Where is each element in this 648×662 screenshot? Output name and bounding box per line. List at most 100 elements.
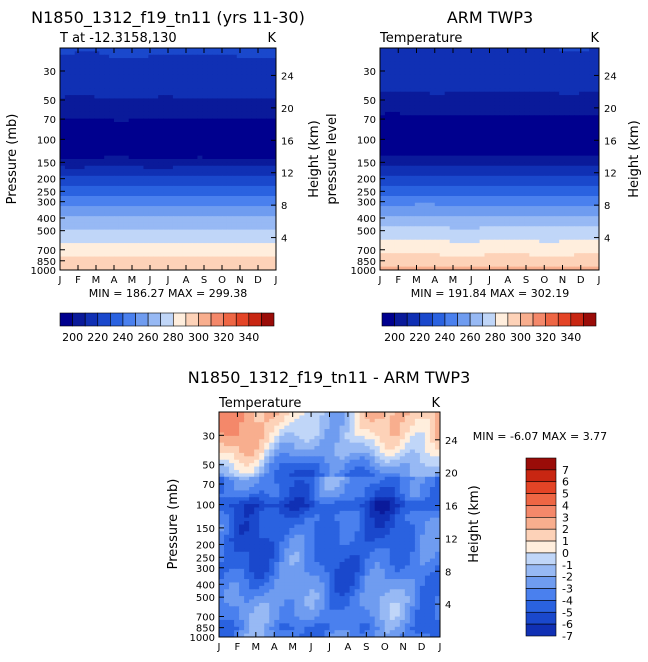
contour-cell	[524, 179, 530, 184]
contour-cell	[519, 51, 525, 56]
contour-cell	[409, 122, 416, 126]
contour-cell	[197, 148, 203, 153]
contour-cell	[182, 175, 189, 180]
contour-cell	[574, 152, 580, 157]
contour-cell	[128, 135, 135, 140]
contour-cell	[231, 249, 238, 254]
contour-cell	[217, 98, 223, 103]
contour-cell	[569, 125, 575, 130]
contour-cell	[177, 128, 184, 133]
contour-cell	[389, 105, 396, 110]
contour-cell	[207, 169, 213, 174]
contour-cell	[143, 135, 149, 140]
contour-cell	[549, 108, 555, 113]
contour-cell	[231, 118, 238, 123]
contour-cell	[202, 219, 208, 224]
contour-cell	[94, 61, 100, 66]
contour-cell	[499, 61, 506, 66]
contour-cell	[404, 165, 411, 170]
contour-cell	[584, 61, 590, 66]
contour-cell	[89, 169, 95, 174]
contour-cell	[64, 74, 71, 79]
contour-cell	[168, 155, 174, 160]
contour-cell	[182, 263, 189, 268]
contour-cell	[474, 64, 481, 69]
contour-cell	[236, 64, 243, 69]
contour-cell	[123, 115, 130, 120]
contour-cell	[74, 202, 81, 207]
contour-cell	[484, 68, 491, 73]
contour-cell	[123, 105, 130, 110]
contour-cell	[133, 206, 140, 211]
contour-cell	[271, 81, 276, 86]
contour-cell	[384, 101, 391, 106]
contour-cell	[574, 95, 580, 100]
contour-cell	[569, 122, 575, 126]
contour-cell	[153, 68, 159, 73]
contour-cell	[236, 95, 243, 100]
contour-cell	[384, 192, 391, 197]
contour-cell	[202, 64, 208, 69]
contour-cell	[266, 138, 272, 143]
contour-cell	[64, 108, 71, 113]
contour-cell	[384, 155, 391, 160]
contour-cell	[434, 125, 441, 130]
contour-cell	[133, 233, 140, 237]
contour-cell	[394, 118, 401, 123]
contour-cell	[84, 253, 91, 258]
contour-cell	[459, 155, 466, 160]
contour-cell	[514, 179, 520, 184]
contour-cell	[404, 132, 411, 137]
contour-cell	[182, 209, 189, 214]
contour-cell	[192, 243, 199, 248]
contour-cell	[519, 138, 525, 143]
contour-cell	[118, 182, 125, 187]
contour-cell	[197, 108, 203, 113]
contour-cell	[539, 172, 545, 177]
contour-cell	[84, 135, 91, 140]
contour-cell	[429, 132, 436, 137]
contour-cell	[168, 239, 174, 244]
contour-cell	[177, 199, 184, 204]
contour-cell	[182, 182, 189, 187]
contour-cell	[489, 71, 496, 76]
contour-cell	[534, 132, 540, 137]
contour-cell	[399, 91, 406, 96]
contour-cell	[434, 165, 441, 170]
contour-cell	[474, 51, 481, 56]
contour-cell	[182, 138, 189, 143]
contour-cell	[202, 85, 208, 89]
contour-cell	[217, 85, 223, 89]
contour-cell	[246, 159, 253, 163]
contour-cell	[158, 132, 164, 137]
contour-cell	[474, 175, 481, 180]
contour-cell	[187, 259, 194, 264]
contour-cell	[384, 61, 391, 66]
contour-cell	[266, 115, 272, 120]
contour-cell	[114, 246, 120, 251]
contour-cell	[584, 145, 590, 150]
contour-cell	[123, 85, 130, 89]
contour-cell	[202, 175, 208, 180]
contour-cell	[74, 71, 81, 76]
contour-cell	[172, 192, 179, 197]
contour-cell	[474, 108, 481, 113]
contour-cell	[89, 246, 95, 251]
contour-cell	[182, 179, 189, 184]
contour-cell	[118, 74, 125, 79]
contour-cell	[584, 51, 590, 56]
contour-cell	[241, 209, 248, 214]
contour-cell	[69, 243, 76, 248]
contour-cell	[109, 263, 115, 268]
contour-cell	[514, 105, 520, 110]
contour-cell	[89, 162, 95, 167]
contour-cell	[444, 172, 451, 177]
contour-cell	[133, 229, 140, 234]
contour-cell	[256, 142, 262, 147]
contour-cell	[271, 236, 276, 241]
contour-cell	[202, 212, 208, 217]
contour-cell	[534, 148, 540, 153]
contour-cell	[419, 68, 426, 73]
contour-cell	[207, 243, 213, 248]
contour-cell	[444, 95, 451, 100]
